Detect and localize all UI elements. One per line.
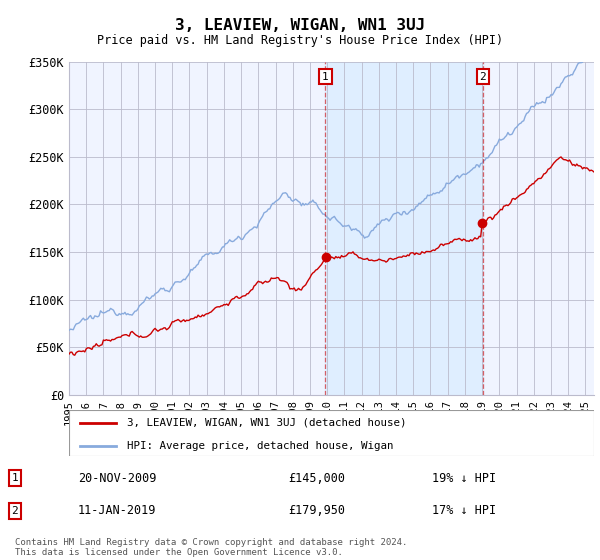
FancyBboxPatch shape: [69, 410, 594, 456]
Text: 3, LEAVIEW, WIGAN, WN1 3UJ: 3, LEAVIEW, WIGAN, WN1 3UJ: [175, 18, 425, 33]
Text: 1: 1: [11, 473, 19, 483]
Text: 11-JAN-2019: 11-JAN-2019: [78, 505, 157, 517]
Text: 20-NOV-2009: 20-NOV-2009: [78, 472, 157, 485]
Bar: [325, 62, 483, 395]
Text: 2: 2: [11, 506, 19, 516]
Text: £179,950: £179,950: [288, 505, 345, 517]
Text: 3, LEAVIEW, WIGAN, WN1 3UJ (detached house): 3, LEAVIEW, WIGAN, WN1 3UJ (detached hou…: [127, 418, 406, 428]
Text: 19% ↓ HPI: 19% ↓ HPI: [432, 472, 496, 485]
Text: Contains HM Land Registry data © Crown copyright and database right 2024.
This d: Contains HM Land Registry data © Crown c…: [15, 538, 407, 557]
Text: Price paid vs. HM Land Registry's House Price Index (HPI): Price paid vs. HM Land Registry's House …: [97, 34, 503, 46]
Text: HPI: Average price, detached house, Wigan: HPI: Average price, detached house, Wiga…: [127, 441, 393, 451]
Text: 17% ↓ HPI: 17% ↓ HPI: [432, 505, 496, 517]
Text: 1: 1: [322, 72, 329, 82]
Text: 2: 2: [479, 72, 486, 82]
Text: £145,000: £145,000: [288, 472, 345, 485]
